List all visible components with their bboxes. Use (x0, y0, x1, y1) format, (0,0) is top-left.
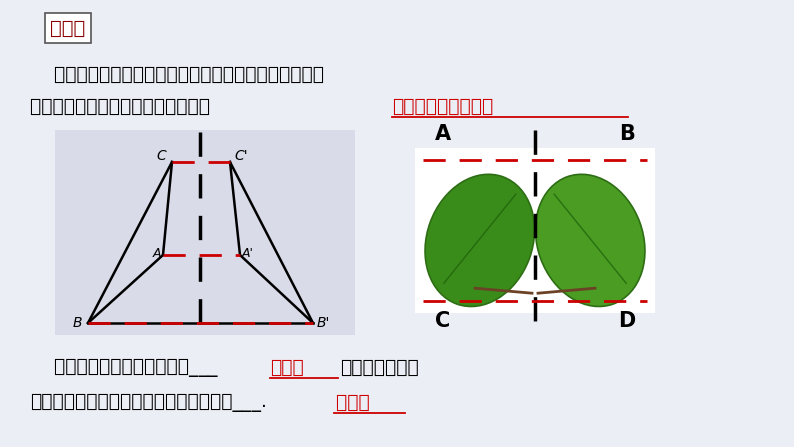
Text: 对称轴: 对称轴 (270, 358, 304, 377)
Bar (415, 148, 655, 313)
Text: A: A (435, 124, 451, 144)
Text: 图形中的对应点: 图形中的对应点 (340, 358, 418, 377)
Ellipse shape (535, 174, 645, 307)
Text: 轴对称: 轴对称 (50, 18, 86, 38)
Text: 两个图形成轴对称。: 两个图形成轴对称。 (392, 97, 493, 116)
Text: C': C' (234, 149, 248, 163)
Text: B: B (72, 316, 82, 330)
Text: 能够与另一个图形重合，那么就说这: 能够与另一个图形重合，那么就说这 (30, 97, 234, 116)
Text: 我们把这条直线叫做它们的___: 我们把这条直线叫做它们的___ (30, 358, 218, 377)
Text: C: C (156, 149, 166, 163)
Text: A: A (152, 247, 161, 260)
Text: C: C (435, 311, 451, 331)
Text: D: D (619, 311, 636, 331)
Text: B': B' (317, 316, 330, 330)
Text: （即两个图形重合时互相重合的点）叫做___.: （即两个图形重合时互相重合的点）叫做___. (30, 393, 267, 412)
Ellipse shape (425, 174, 534, 307)
Text: 像这样，把一个图形沿着某一条直线翻折过去，如果它: 像这样，把一个图形沿着某一条直线翻折过去，如果它 (30, 65, 324, 84)
Bar (55, 130, 355, 335)
Text: 对称点: 对称点 (318, 393, 370, 412)
Text: A': A' (242, 247, 254, 260)
Text: B: B (619, 124, 635, 144)
